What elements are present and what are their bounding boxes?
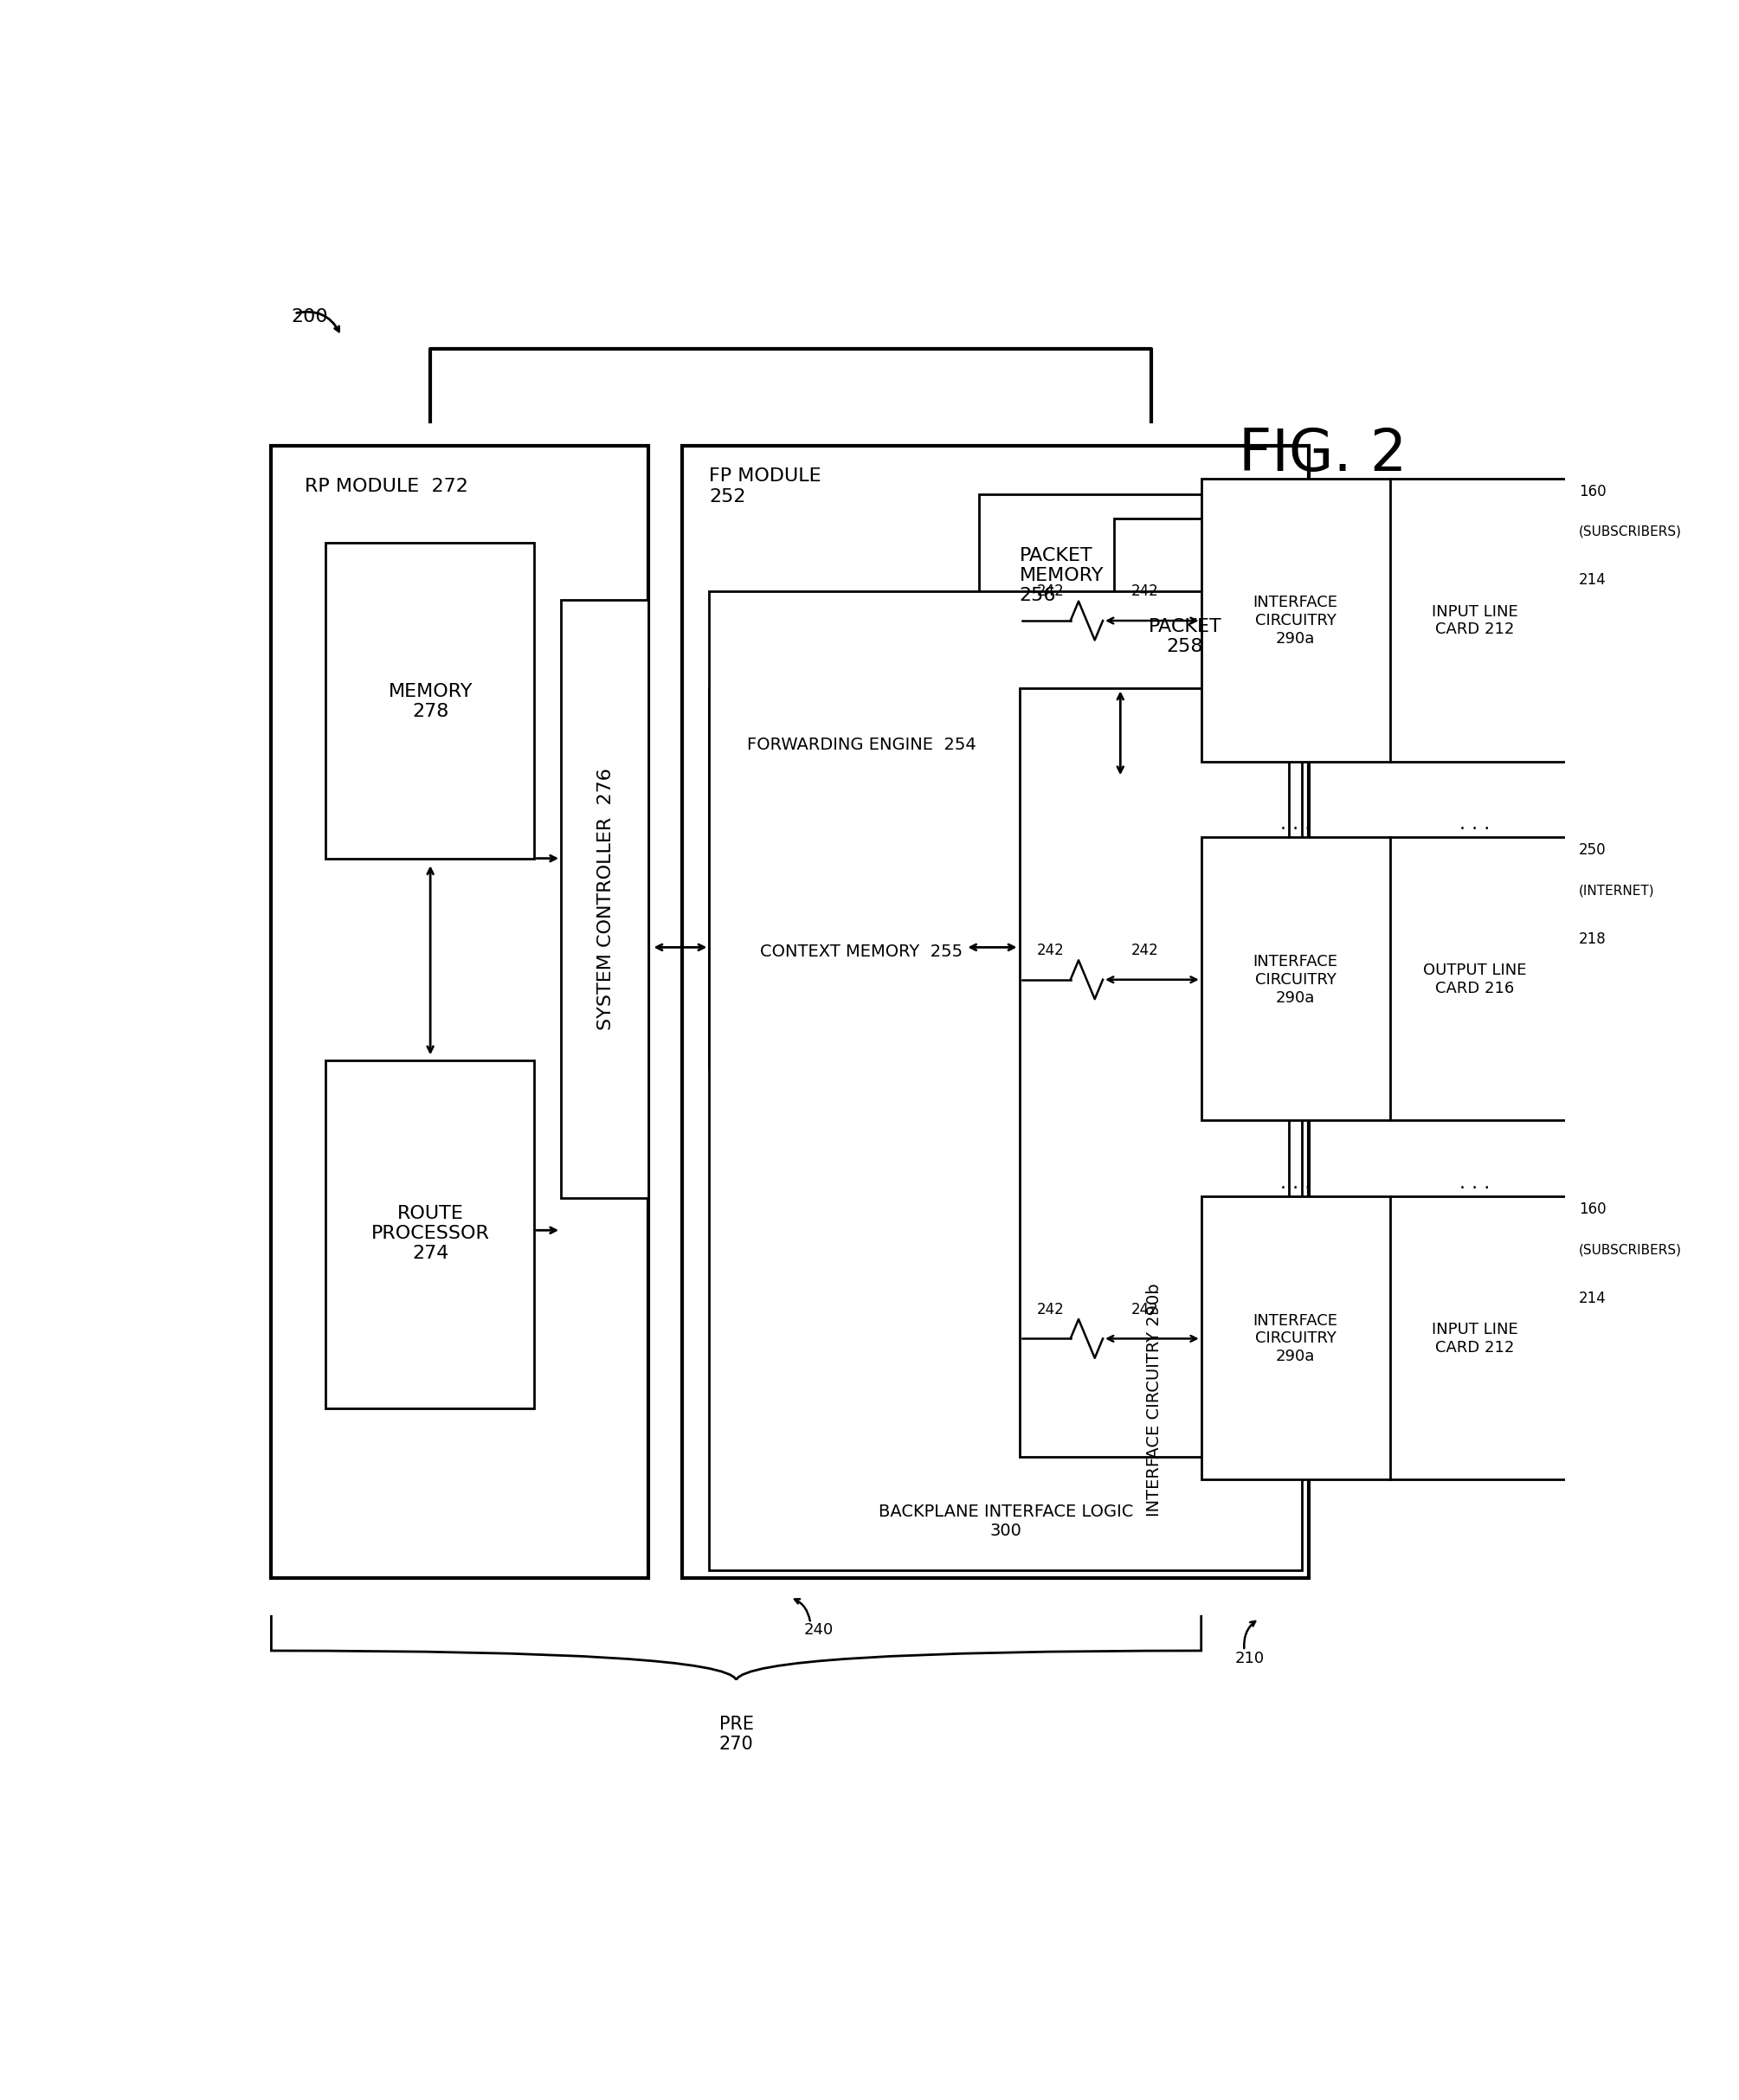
Bar [1113, 519, 1256, 754]
Text: RP MODULE  272: RP MODULE 272 [304, 479, 468, 496]
Text: CONTEXT MEMORY  255: CONTEXT MEMORY 255 [760, 943, 963, 960]
Text: 210: 210 [1235, 1651, 1264, 1667]
Text: FIG. 2: FIG. 2 [1238, 426, 1407, 483]
Text: INTERFACE
CIRCUITRY
290a: INTERFACE CIRCUITRY 290a [1254, 953, 1337, 1006]
Text: . . .: . . . [1280, 815, 1311, 834]
Bar [710, 592, 1303, 1571]
Bar [562, 601, 649, 1197]
Text: 250: 250 [1579, 842, 1605, 859]
Bar [736, 842, 986, 1060]
Text: 242: 242 [1130, 1302, 1158, 1317]
Text: PACKET
MEMORY
256: PACKET MEMORY 256 [1019, 546, 1104, 605]
Text: FORWARDING ENGINE  254: FORWARDING ENGINE 254 [748, 737, 976, 754]
Text: 214: 214 [1579, 573, 1607, 588]
Bar [325, 1061, 534, 1409]
Text: (INTERNET): (INTERNET) [1579, 884, 1654, 897]
Bar [1202, 479, 1572, 762]
Text: BACKPLANE INTERFACE LOGIC
300: BACKPLANE INTERFACE LOGIC 300 [878, 1504, 1134, 1539]
Text: 160: 160 [1579, 1201, 1605, 1218]
Text: 200: 200 [292, 309, 329, 326]
Text: ROUTE
PROCESSOR
274: ROUTE PROCESSOR 274 [370, 1205, 490, 1262]
Text: SYSTEM CONTROLLER  276: SYSTEM CONTROLLER 276 [596, 769, 614, 1029]
Text: 240: 240 [803, 1621, 833, 1638]
Text: 242: 242 [1130, 943, 1158, 958]
Bar [1202, 1197, 1572, 1478]
Bar [1019, 689, 1289, 1457]
Text: 242: 242 [1036, 1302, 1064, 1317]
Text: INTERFACE CIRCUITRY 290b: INTERFACE CIRCUITRY 290b [1146, 1283, 1162, 1516]
Text: PRE
270: PRE 270 [718, 1716, 753, 1754]
Text: INTERFACE
CIRCUITRY
290a: INTERFACE CIRCUITRY 290a [1254, 594, 1337, 647]
Bar [1202, 838, 1572, 1119]
Text: PACKET
258: PACKET 258 [1148, 617, 1223, 655]
Text: 242: 242 [1130, 584, 1158, 598]
Text: INTERFACE
CIRCUITRY
290a: INTERFACE CIRCUITRY 290a [1254, 1312, 1337, 1365]
Text: . . .: . . . [1459, 815, 1490, 834]
Bar [325, 544, 534, 859]
Text: 160: 160 [1579, 483, 1605, 500]
Bar [710, 689, 1012, 1069]
Text: MEMORY
278: MEMORY 278 [388, 683, 473, 720]
Text: INPUT LINE
CARD 212: INPUT LINE CARD 212 [1431, 1321, 1518, 1354]
Text: INPUT LINE
CARD 212: INPUT LINE CARD 212 [1431, 605, 1518, 638]
Text: (SUBSCRIBERS): (SUBSCRIBERS) [1579, 525, 1682, 538]
Text: 242: 242 [1036, 584, 1064, 598]
Bar [979, 494, 1268, 777]
Text: FP MODULE
252: FP MODULE 252 [710, 468, 821, 506]
Text: 214: 214 [1579, 1289, 1607, 1306]
Text: 218: 218 [1579, 932, 1607, 947]
Bar [682, 445, 1309, 1577]
Text: . . .: . . . [1280, 1174, 1311, 1193]
Text: 242: 242 [1036, 943, 1064, 958]
Text: (SUBSCRIBERS): (SUBSCRIBERS) [1579, 1243, 1682, 1256]
Text: . . .: . . . [1459, 1174, 1490, 1193]
Text: OUTPUT LINE
CARD 216: OUTPUT LINE CARD 216 [1423, 964, 1527, 995]
Bar [271, 445, 649, 1577]
